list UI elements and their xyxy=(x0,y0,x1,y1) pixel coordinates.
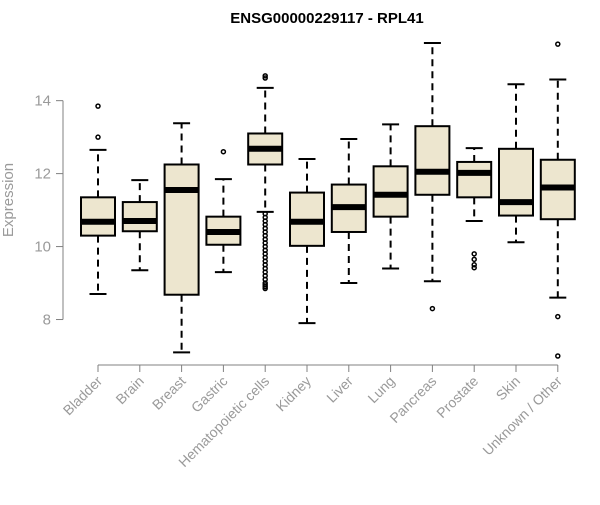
y-axis-label: Expression xyxy=(0,163,17,237)
boxes-group xyxy=(80,41,576,359)
y-tick-label: 8 xyxy=(43,312,51,329)
box-rect xyxy=(414,125,451,196)
chart-title: ENSG00000229117 - RPL41 xyxy=(230,10,423,27)
y-axis: 8 10 12 14 xyxy=(34,93,64,329)
y-tick-label: 10 xyxy=(34,239,51,256)
outlier-point xyxy=(471,251,477,257)
outlier-point xyxy=(555,41,561,47)
outlier-point xyxy=(471,262,477,268)
box-rect xyxy=(80,196,116,237)
box-2 xyxy=(163,122,200,354)
box-rect xyxy=(121,201,158,233)
y-tick-label: 12 xyxy=(34,166,51,183)
x-tick-label: Unknown / Other xyxy=(479,373,565,459)
box-1 xyxy=(121,179,158,272)
box-rect xyxy=(456,160,493,199)
x-tick-label: Kidney xyxy=(273,373,315,415)
box-rect xyxy=(163,163,200,296)
outlier-point xyxy=(220,148,227,155)
outlier-point xyxy=(471,264,477,271)
box-9 xyxy=(456,147,493,271)
box-3 xyxy=(205,148,242,274)
x-tick-label: Lung xyxy=(364,373,397,406)
outlier-point xyxy=(555,353,561,359)
x-tick-label: Breast xyxy=(149,373,189,413)
box-rect xyxy=(498,147,534,217)
outlier-point xyxy=(95,103,101,109)
outlier-point xyxy=(262,73,268,79)
box-11 xyxy=(539,41,576,359)
outlier-point xyxy=(95,134,101,140)
y-tick-label: 14 xyxy=(34,93,51,110)
box-10 xyxy=(498,83,534,244)
outlier-point xyxy=(262,285,268,292)
box-4 xyxy=(247,73,284,292)
outlier-point xyxy=(555,313,561,320)
outlier-point xyxy=(262,75,268,81)
x-tick-label: Bladder xyxy=(60,373,106,419)
box-0 xyxy=(80,103,116,295)
box-6 xyxy=(330,137,367,285)
x-tick-label: Brain xyxy=(112,373,146,407)
outlier-point xyxy=(429,305,436,312)
box-7 xyxy=(372,123,409,270)
box-5 xyxy=(289,158,325,325)
x-tick-label: Skin xyxy=(493,373,524,404)
box-8 xyxy=(414,42,451,312)
x-tick-label: Prostate xyxy=(433,373,481,421)
outlier-point xyxy=(471,256,477,263)
box-rect xyxy=(372,165,409,218)
x-tick-label: Liver xyxy=(323,373,356,406)
